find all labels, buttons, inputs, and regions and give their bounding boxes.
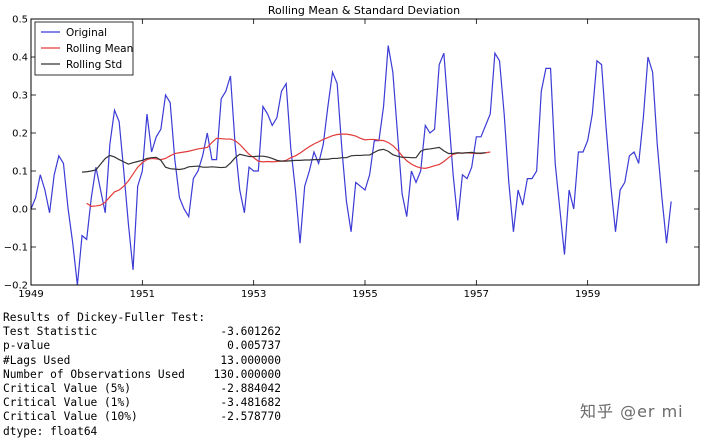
legend-label-original: Original bbox=[66, 27, 107, 39]
adf-heading: Results of Dickey-Fuller Test: bbox=[3, 311, 206, 324]
adf-row-label: #Lags Used bbox=[3, 353, 71, 367]
legend-label-rolling-std: Rolling Std bbox=[66, 59, 122, 71]
legend: Original Rolling Mean Rolling Std bbox=[34, 21, 134, 76]
adf-row: Critical Value (10%) -2.578770 bbox=[3, 410, 281, 424]
adf-row: Number of Observations Used 130.000000 bbox=[3, 368, 281, 382]
legend-label-rolling-mean: Rolling Mean bbox=[66, 43, 133, 55]
axes: 1949 1951 1953 1955 1957 1959 −0.2 −0.1 0.0 0.1 0.… bbox=[4, 15, 699, 300]
series-line-rolling-std bbox=[82, 146, 486, 173]
adf-row-label: Critical Value (1%) bbox=[3, 396, 131, 410]
adf-row: Critical Value (1%) -3.481682 bbox=[3, 396, 281, 410]
adf-row-value: -3.601262 bbox=[220, 325, 281, 339]
y-tick-label: 0.0 bbox=[12, 205, 28, 216]
series-line-original bbox=[30, 45, 672, 286]
adf-row-value: -2.884042 bbox=[220, 382, 281, 396]
rolling-stats-chart: Rolling Mean & Standard Deviation 1949 19… bbox=[4, 4, 700, 300]
adf-row-value: 130.000000 bbox=[213, 367, 281, 381]
x-tick-label: 1957 bbox=[464, 289, 489, 300]
adf-row: #Lags Used 13.000000 bbox=[3, 354, 281, 368]
y-tick-label: 0.5 bbox=[12, 15, 28, 26]
x-tick-label: 1955 bbox=[352, 289, 377, 300]
adf-row-value: 13.000000 bbox=[220, 353, 281, 367]
adf-row-label: Critical Value (10%) bbox=[3, 410, 138, 424]
adf-row-label: p-value bbox=[3, 339, 51, 353]
y-tick-label: 0.1 bbox=[12, 167, 28, 178]
plot-area bbox=[30, 45, 672, 286]
adf-row-label: Critical Value (5%) bbox=[3, 382, 131, 396]
x-tick-label: 1951 bbox=[130, 289, 155, 300]
x-tick-label: 1949 bbox=[18, 289, 43, 300]
adf-row-value: 0.005737 bbox=[227, 339, 281, 353]
y-tick-label: −0.2 bbox=[4, 281, 28, 292]
adf-row-label: Test Statistic bbox=[3, 325, 98, 339]
adf-row-value: -2.578770 bbox=[220, 410, 281, 424]
adf-row: p-value 0.005737 bbox=[3, 339, 281, 353]
y-tick-label: 0.4 bbox=[12, 53, 28, 64]
y-tick-label: 0.2 bbox=[12, 129, 28, 140]
adf-row-label: Number of Observations Used bbox=[3, 367, 185, 381]
adf-dtype: dtype: float64 bbox=[3, 424, 98, 438]
adf-row: Test Statistic -3.601262 bbox=[3, 325, 281, 339]
watermark: 知乎 @er mi bbox=[580, 402, 684, 421]
x-tick-label: 1953 bbox=[241, 289, 266, 300]
adf-row: Critical Value (5%) -2.884042 bbox=[3, 382, 281, 396]
dickey-fuller-results: Results of Dickey-Fuller Test: Test Stat… bbox=[3, 311, 281, 439]
y-tick-label: −0.1 bbox=[4, 243, 28, 254]
series-line-rolling-mean bbox=[86, 133, 491, 207]
y-tick-label: 0.3 bbox=[12, 91, 28, 102]
x-tick-label: 1959 bbox=[575, 289, 600, 300]
adf-row-value: -3.481682 bbox=[220, 396, 281, 410]
chart-title: Rolling Mean & Standard Deviation bbox=[268, 4, 460, 17]
